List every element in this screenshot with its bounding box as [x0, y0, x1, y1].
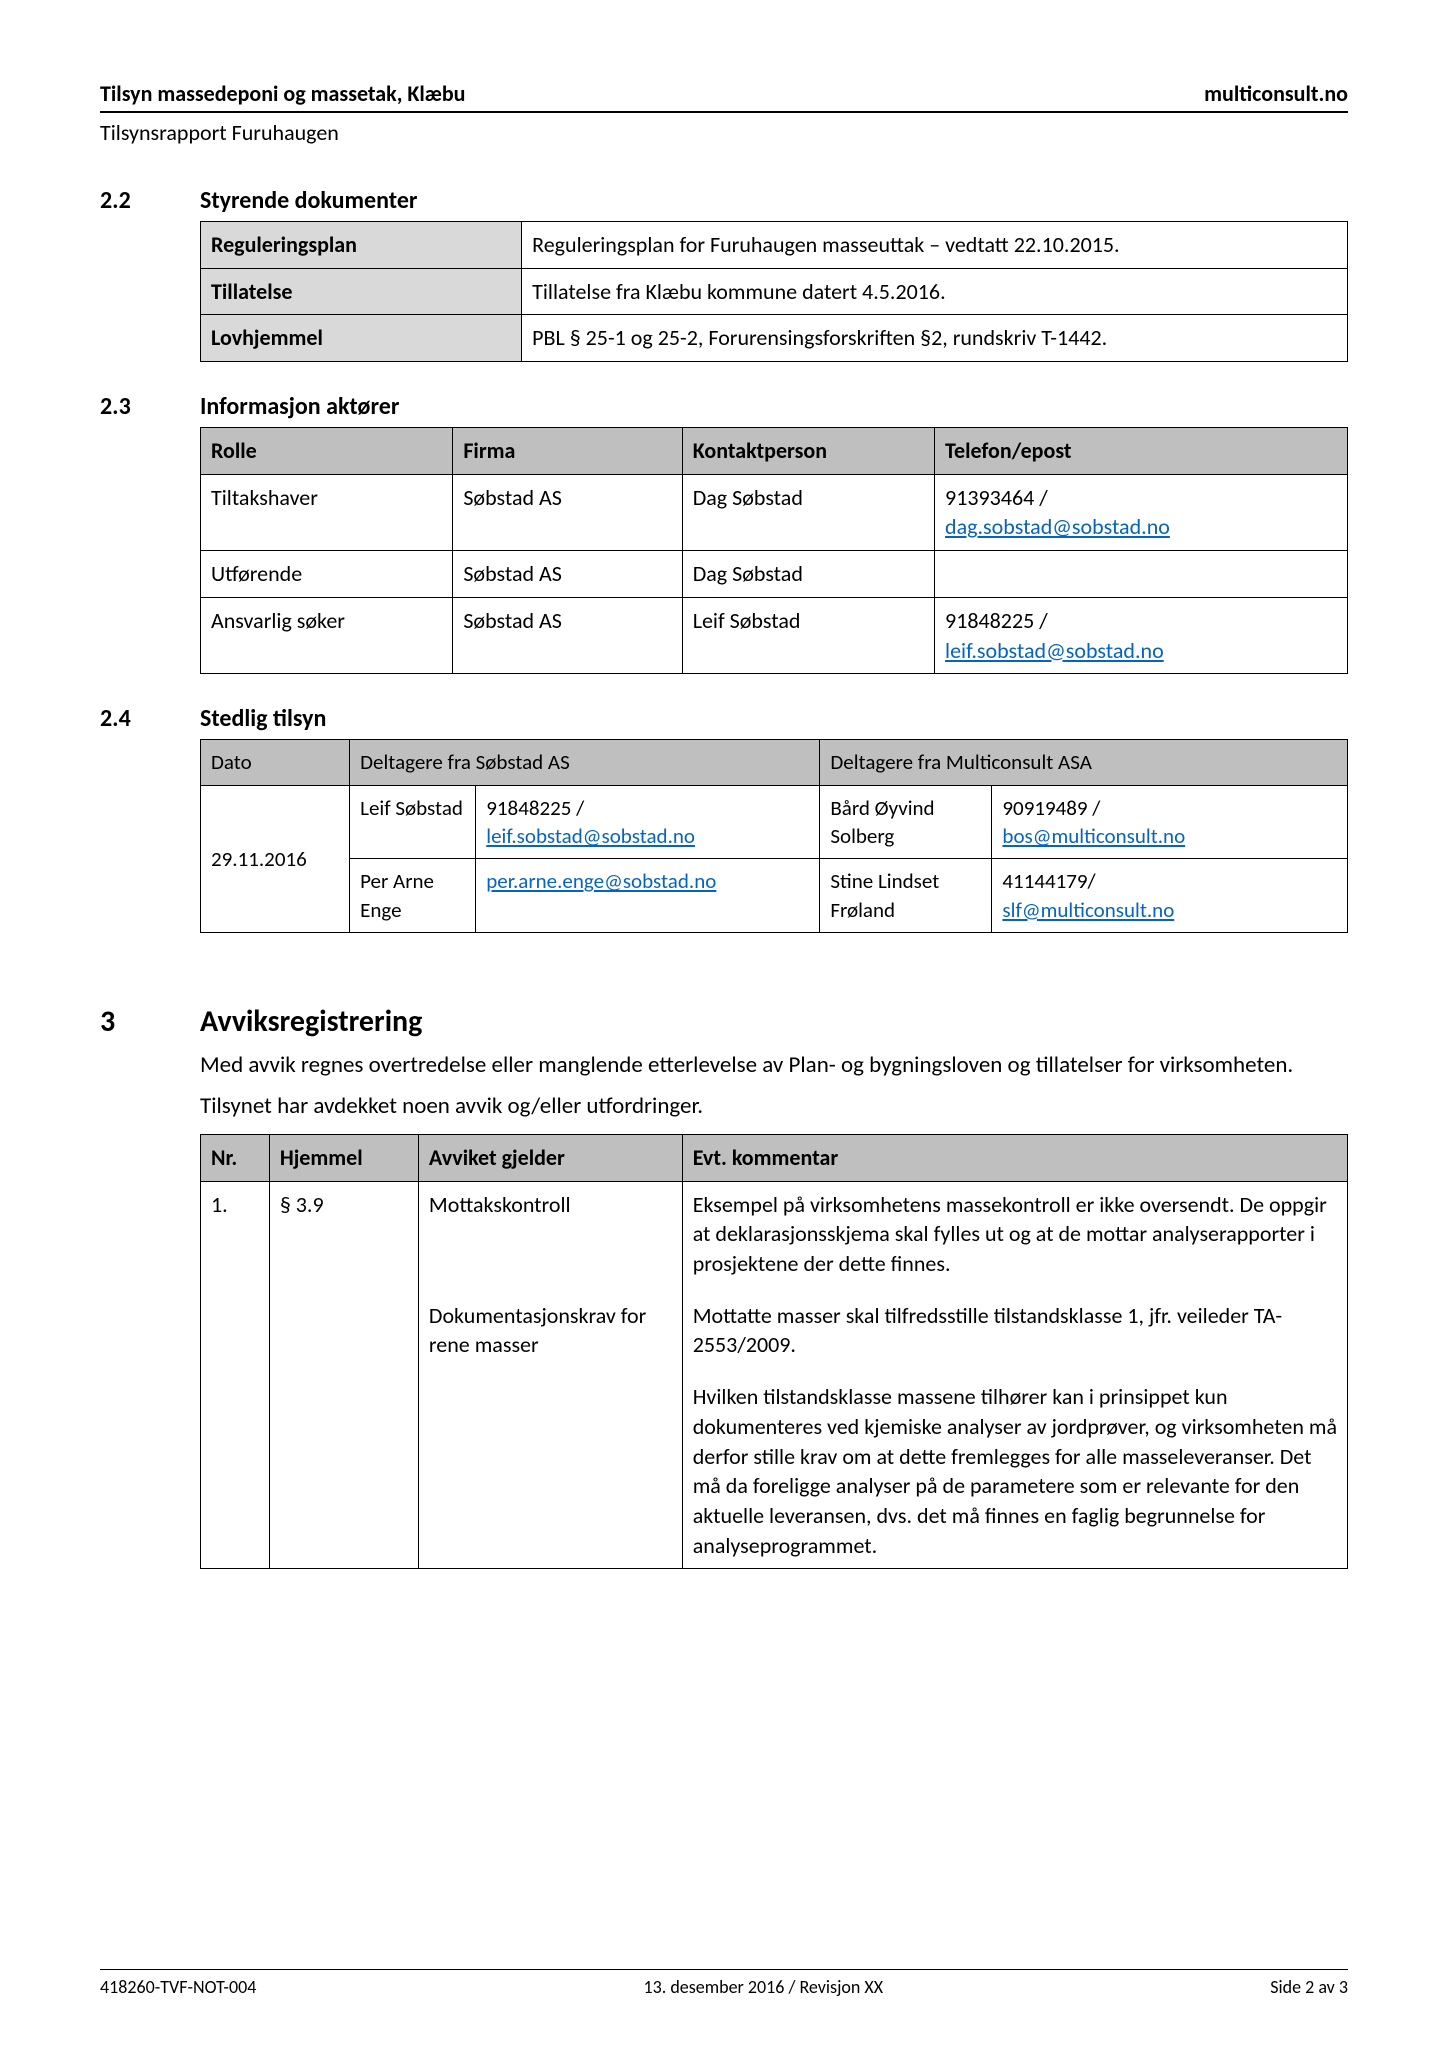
col-header: Rolle	[201, 428, 453, 475]
cell-firma: Søbstad AS	[453, 551, 682, 598]
table-styrende-dokumenter: Reguleringsplan Reguleringsplan for Furu…	[200, 221, 1348, 362]
email-link[interactable]: leif.sobstad@sobstad.no	[945, 637, 1164, 664]
paragraph: Med avvik regnes overtredelse eller mang…	[200, 1050, 1348, 1081]
cell-rolle: Ansvarlig søker	[201, 597, 453, 673]
col-header: Dato	[201, 740, 350, 785]
email-link[interactable]: leif.sobstad@sobstad.no	[486, 823, 695, 849]
phone: 91393464 /	[945, 484, 1048, 511]
section-24: 2.4 Stedlig tilsyn Dato Deltagere fra Sø…	[100, 704, 1348, 933]
col-header: Nr.	[201, 1135, 270, 1182]
footer-center: 13. desember 2016 / Revisjon XX	[643, 1976, 883, 1998]
cell-rolle: Tiltakshaver	[201, 474, 453, 550]
section-3: 3 Avviksregistrering Med avvik regnes ov…	[100, 1003, 1348, 1569]
cell-avvik: Dokumentasjonskrav for rene masser	[418, 1287, 682, 1368]
cell-hjemmel: § 3.9	[269, 1181, 418, 1569]
section-title: Informasjon aktører	[200, 392, 1348, 421]
cell-firma: Søbstad AS	[453, 597, 682, 673]
table-aktorer: Rolle Firma Kontaktperson Telefon/epost …	[200, 427, 1348, 674]
document-page: Tilsyn massedeponi og massetak, Klæbu mu…	[0, 0, 1448, 2048]
section-title: Stedlig tilsyn	[200, 704, 1348, 733]
section-number: 2.4	[100, 704, 200, 933]
col-header: Kontaktperson	[682, 428, 934, 475]
section-number: 2.3	[100, 392, 200, 674]
row-value: Reguleringsplan for Furuhaugen masseutta…	[522, 222, 1348, 269]
table-header-row: Nr. Hjemmel Avviket gjelder Evt. komment…	[201, 1135, 1348, 1182]
row-value: Tillatelse fra Klæbu kommune datert 4.5.…	[522, 268, 1348, 315]
email-link[interactable]: bos@multiconsult.no	[1002, 823, 1185, 849]
col-header: Evt. kommentar	[682, 1135, 1347, 1182]
footer-right: Side 2 av 3	[1270, 1976, 1348, 1998]
cell-contact: 91848225 / leif.sobstad@sobstad.no	[935, 597, 1348, 673]
table-row: Tillatelse Tillatelse fra Klæbu kommune …	[201, 268, 1348, 315]
section-title: Avviksregistrering	[200, 1003, 1348, 1040]
cell-avvik: Mottakskontroll	[418, 1181, 682, 1287]
cell-contact: per.arne.enge@sobstad.no	[476, 859, 820, 933]
section-23: 2.3 Informasjon aktører Rolle Firma Kont…	[100, 392, 1348, 674]
cell-kommentar: Eksempel på virksomhetens massekontroll …	[682, 1181, 1347, 1287]
table-header-row: Dato Deltagere fra Søbstad AS Deltagere …	[201, 740, 1348, 785]
phone: 91848225 /	[486, 795, 584, 821]
table-row: Ansvarlig søker Søbstad AS Leif Søbstad …	[201, 597, 1348, 673]
table-row: Tiltakshaver Søbstad AS Dag Søbstad 9139…	[201, 474, 1348, 550]
cell-kommentar: Hvilken tilstandsklasse massene tilhører…	[682, 1368, 1347, 1569]
section-title: Styrende dokumenter	[200, 186, 1348, 215]
cell-name: Stine Lindset Frøland	[820, 859, 992, 933]
table-row: 29.11.2016 Leif Søbstad 91848225 / leif.…	[201, 785, 1348, 859]
cell-name: Per Arne Enge	[350, 859, 476, 933]
row-label: Lovhjemmel	[201, 315, 522, 362]
table-row: 1. § 3.9 Mottakskontroll Eksempel på vir…	[201, 1181, 1348, 1287]
section-number: 2.2	[100, 186, 200, 362]
cell-name: Bård Øyvind Solberg	[820, 785, 992, 859]
phone: 90919489 /	[1002, 795, 1100, 821]
row-value: PBL § 25-1 og 25-2, Forurensingsforskrif…	[522, 315, 1348, 362]
section-22: 2.2 Styrende dokumenter Reguleringsplan …	[100, 186, 1348, 362]
row-label: Reguleringsplan	[201, 222, 522, 269]
cell-contact	[935, 551, 1348, 598]
cell-kontakt: Dag Søbstad	[682, 551, 934, 598]
table-header-row: Rolle Firma Kontaktperson Telefon/epost	[201, 428, 1348, 475]
cell-nr: 1.	[201, 1181, 270, 1569]
phone: 41144179/	[1002, 868, 1095, 894]
page-header: Tilsyn massedeponi og massetak, Klæbu mu…	[100, 80, 1348, 113]
cell-dato: 29.11.2016	[201, 785, 350, 932]
phone: 91848225 /	[945, 607, 1048, 634]
col-header: Telefon/epost	[935, 428, 1348, 475]
header-subtitle: Tilsynsrapport Furuhaugen	[100, 119, 1348, 146]
table-avvik: Nr. Hjemmel Avviket gjelder Evt. komment…	[200, 1134, 1348, 1569]
col-header: Deltagere fra Søbstad AS	[350, 740, 820, 785]
header-left: Tilsyn massedeponi og massetak, Klæbu	[100, 80, 465, 107]
email-link[interactable]: dag.sobstad@sobstad.no	[945, 513, 1170, 540]
cell-contact: 91848225 / leif.sobstad@sobstad.no	[476, 785, 820, 859]
header-right: multiconsult.no	[1204, 80, 1348, 107]
table-row: Utførende Søbstad AS Dag Søbstad	[201, 551, 1348, 598]
cell-rolle: Utførende	[201, 551, 453, 598]
col-header: Hjemmel	[269, 1135, 418, 1182]
cell-avvik	[418, 1368, 682, 1569]
cell-name: Leif Søbstad	[350, 785, 476, 859]
email-link[interactable]: per.arne.enge@sobstad.no	[486, 868, 716, 894]
col-header: Avviket gjelder	[418, 1135, 682, 1182]
col-header: Firma	[453, 428, 682, 475]
email-link[interactable]: slf@multiconsult.no	[1002, 897, 1174, 923]
cell-kontakt: Leif Søbstad	[682, 597, 934, 673]
col-header: Deltagere fra Multiconsult ASA	[820, 740, 1348, 785]
cell-contact: 91393464 / dag.sobstad@sobstad.no	[935, 474, 1348, 550]
paragraph: Tilsynet har avdekket noen avvik og/elle…	[200, 1091, 1348, 1122]
page-footer: 418260-TVF-NOT-004 13. desember 2016 / R…	[100, 1969, 1348, 1998]
cell-contact: 41144179/ slf@multiconsult.no	[992, 859, 1348, 933]
table-row: Per Arne Enge per.arne.enge@sobstad.no S…	[201, 859, 1348, 933]
table-row: Reguleringsplan Reguleringsplan for Furu…	[201, 222, 1348, 269]
row-label: Tillatelse	[201, 268, 522, 315]
cell-firma: Søbstad AS	[453, 474, 682, 550]
cell-contact: 90919489 / bos@multiconsult.no	[992, 785, 1348, 859]
cell-kommentar: Mottatte masser skal tilfredsstille tils…	[682, 1287, 1347, 1368]
table-tilsyn: Dato Deltagere fra Søbstad AS Deltagere …	[200, 739, 1348, 933]
section-number: 3	[100, 1003, 200, 1569]
footer-left: 418260-TVF-NOT-004	[100, 1976, 256, 1998]
table-row: Lovhjemmel PBL § 25-1 og 25-2, Forurensi…	[201, 315, 1348, 362]
cell-kontakt: Dag Søbstad	[682, 474, 934, 550]
